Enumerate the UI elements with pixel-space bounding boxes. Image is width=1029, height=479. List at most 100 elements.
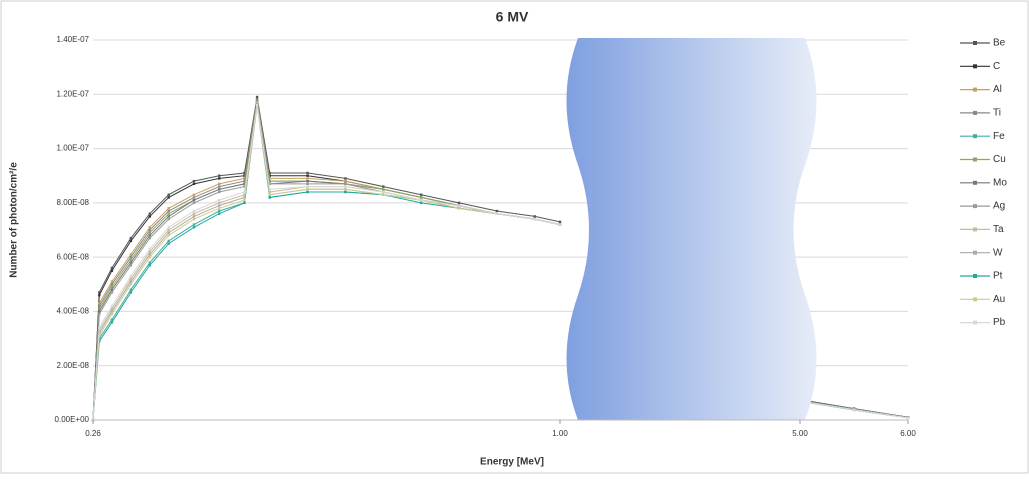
point bbox=[419, 193, 423, 196]
point bbox=[110, 288, 114, 291]
point bbox=[148, 261, 151, 264]
legend-label: Ti bbox=[993, 108, 1001, 119]
point bbox=[98, 302, 101, 305]
point bbox=[192, 212, 196, 215]
legend-marker bbox=[973, 297, 977, 302]
point bbox=[192, 182, 196, 186]
point bbox=[243, 190, 246, 194]
point bbox=[148, 228, 151, 232]
point bbox=[344, 188, 347, 191]
legend-marker bbox=[973, 110, 977, 115]
axes: 0.00E+00 2.00E-08 4.00E-08 6.00E-08 8.00E-08… bbox=[55, 35, 917, 438]
point bbox=[148, 231, 151, 234]
point bbox=[243, 185, 246, 188]
legend-marker bbox=[973, 87, 977, 92]
y-tick-label: 8.00E-08 bbox=[57, 198, 90, 207]
point bbox=[495, 209, 499, 213]
point bbox=[558, 220, 562, 224]
legend-marker bbox=[973, 274, 977, 278]
point bbox=[129, 253, 133, 256]
point bbox=[268, 193, 271, 196]
point bbox=[129, 236, 133, 240]
point bbox=[382, 188, 385, 191]
point bbox=[192, 223, 196, 226]
point bbox=[110, 307, 114, 310]
legend-marker bbox=[973, 134, 977, 139]
point bbox=[218, 190, 221, 194]
point bbox=[129, 277, 133, 281]
point bbox=[419, 201, 423, 205]
point bbox=[218, 174, 221, 177]
point bbox=[148, 255, 151, 259]
point bbox=[255, 95, 259, 99]
point bbox=[306, 185, 309, 188]
point bbox=[148, 253, 151, 256]
x-tick-label: 5.00 bbox=[792, 429, 808, 438]
legend-marker bbox=[973, 157, 977, 162]
legend-marker bbox=[973, 64, 977, 69]
x-tick-label: 0.26 bbox=[85, 429, 101, 438]
point bbox=[306, 177, 309, 180]
legend: Be C Al Ti Fe Cu Mo Ag Ta W Pt Au Pb bbox=[960, 38, 1007, 328]
point bbox=[167, 207, 170, 210]
point bbox=[255, 103, 259, 107]
point bbox=[110, 283, 114, 286]
point bbox=[306, 182, 309, 186]
legend-label: Be bbox=[993, 38, 1006, 49]
y-tick-label: 0.00E+00 bbox=[55, 415, 90, 424]
point bbox=[255, 98, 259, 101]
point bbox=[218, 204, 221, 207]
point bbox=[306, 190, 309, 194]
y-tick-label: 6.00E-08 bbox=[57, 252, 90, 261]
legend-label: Al bbox=[993, 84, 1002, 95]
point bbox=[382, 185, 385, 188]
point bbox=[129, 283, 133, 286]
point bbox=[243, 201, 246, 205]
y-tick-label: 2.00E-08 bbox=[57, 361, 90, 370]
point bbox=[148, 247, 151, 251]
point bbox=[382, 190, 385, 194]
point bbox=[218, 212, 221, 215]
point bbox=[218, 207, 221, 210]
chart-title: 6 MV bbox=[496, 9, 529, 25]
point bbox=[110, 304, 114, 308]
point bbox=[110, 310, 114, 313]
point bbox=[218, 188, 221, 191]
point bbox=[852, 408, 856, 411]
legend-label: Ta bbox=[993, 224, 1004, 235]
point bbox=[167, 226, 170, 229]
point bbox=[148, 215, 151, 218]
point bbox=[306, 174, 309, 177]
point bbox=[218, 209, 221, 213]
point bbox=[533, 217, 536, 221]
y-tick-label: 4.00E-08 bbox=[57, 307, 90, 316]
point bbox=[129, 264, 133, 267]
point bbox=[306, 188, 309, 191]
point bbox=[167, 209, 170, 213]
point bbox=[192, 193, 196, 196]
point bbox=[192, 198, 196, 202]
point bbox=[129, 280, 133, 283]
legend-label: Pt bbox=[993, 271, 1003, 282]
point bbox=[98, 307, 101, 310]
point bbox=[148, 250, 151, 253]
point bbox=[495, 212, 499, 215]
point bbox=[344, 179, 347, 183]
point bbox=[218, 198, 221, 202]
point bbox=[192, 226, 196, 229]
point bbox=[167, 215, 170, 218]
legend-marker bbox=[973, 204, 977, 209]
point bbox=[129, 274, 133, 278]
point bbox=[533, 215, 536, 218]
point bbox=[268, 188, 271, 191]
point bbox=[98, 291, 101, 294]
point bbox=[98, 293, 101, 297]
point bbox=[129, 288, 133, 291]
legend-label: Fe bbox=[993, 131, 1005, 142]
point bbox=[268, 196, 271, 199]
legend-label: Ag bbox=[993, 201, 1005, 212]
point bbox=[167, 242, 170, 245]
point bbox=[218, 182, 221, 186]
point bbox=[167, 193, 170, 196]
point bbox=[268, 182, 271, 186]
